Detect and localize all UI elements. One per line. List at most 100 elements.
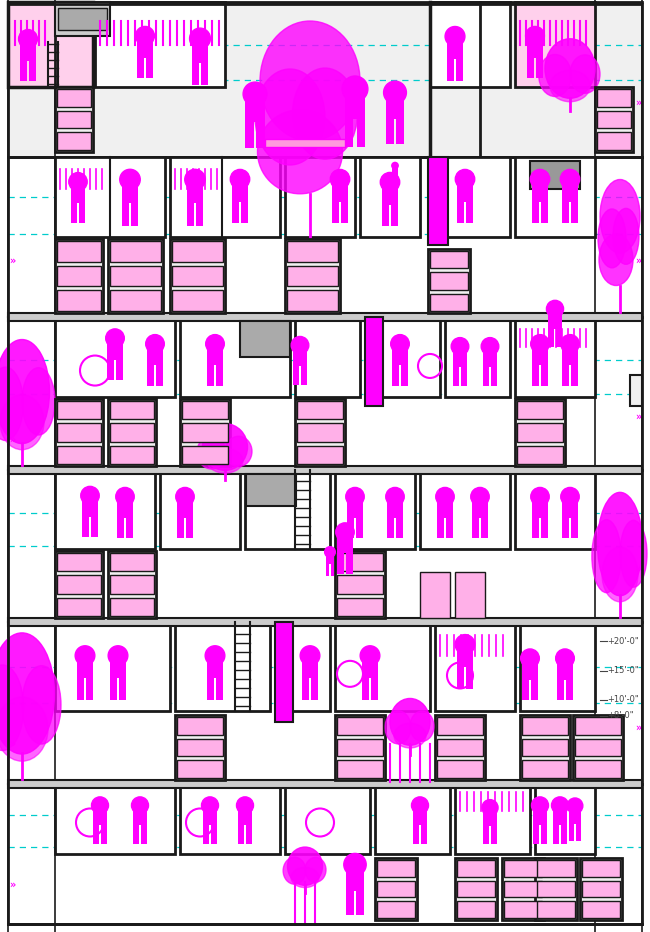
Ellipse shape <box>598 209 626 267</box>
Bar <box>335 622 430 711</box>
Bar <box>177 518 184 539</box>
Circle shape <box>300 646 320 665</box>
Bar <box>437 718 483 734</box>
Bar <box>311 678 318 700</box>
Bar <box>562 181 578 201</box>
Bar <box>455 572 485 618</box>
Bar <box>377 881 415 898</box>
Bar <box>182 445 228 464</box>
Ellipse shape <box>570 55 600 93</box>
Bar <box>548 310 562 329</box>
Bar <box>356 518 363 539</box>
Bar <box>445 317 510 396</box>
Bar <box>110 241 161 262</box>
Bar <box>532 201 539 223</box>
Bar <box>232 181 248 201</box>
Bar <box>517 445 563 464</box>
Ellipse shape <box>394 723 426 748</box>
Ellipse shape <box>257 110 343 194</box>
Bar <box>83 517 89 537</box>
Bar <box>401 365 408 386</box>
Bar <box>571 518 577 539</box>
Ellipse shape <box>255 69 325 165</box>
Bar <box>428 249 470 313</box>
Text: »: » <box>9 880 15 890</box>
Bar <box>360 157 420 237</box>
Bar <box>375 784 450 854</box>
Bar <box>532 181 548 201</box>
Circle shape <box>19 30 38 48</box>
Bar <box>107 360 114 380</box>
Bar <box>182 423 228 442</box>
Bar <box>437 761 483 778</box>
Bar <box>148 345 162 365</box>
Circle shape <box>136 26 155 46</box>
Bar <box>346 890 354 915</box>
Bar <box>332 181 348 201</box>
Bar <box>453 367 459 386</box>
Bar <box>520 622 595 711</box>
Bar <box>582 901 620 918</box>
Bar <box>110 401 154 419</box>
Bar <box>241 201 248 223</box>
Bar <box>110 445 154 464</box>
Bar <box>8 317 642 470</box>
Bar <box>537 881 575 898</box>
Circle shape <box>69 172 87 191</box>
Ellipse shape <box>203 424 248 471</box>
Bar <box>447 37 463 60</box>
Bar <box>548 329 554 348</box>
Ellipse shape <box>539 54 571 97</box>
Ellipse shape <box>599 234 633 285</box>
Bar <box>182 401 228 419</box>
Bar <box>8 2 93 88</box>
Bar <box>365 317 383 405</box>
Circle shape <box>547 300 564 318</box>
Bar <box>257 121 265 147</box>
Bar <box>597 132 631 150</box>
Circle shape <box>120 170 140 190</box>
Bar <box>532 365 539 386</box>
Bar <box>8 784 642 924</box>
Bar <box>348 518 354 539</box>
Bar <box>326 565 330 576</box>
Ellipse shape <box>225 436 252 467</box>
Bar <box>532 518 539 539</box>
Bar <box>571 201 578 223</box>
Bar <box>457 667 463 689</box>
Bar <box>57 575 101 594</box>
Ellipse shape <box>287 847 322 885</box>
Bar <box>293 347 307 365</box>
Bar <box>382 184 398 205</box>
Circle shape <box>108 646 128 665</box>
Bar <box>297 423 343 442</box>
Circle shape <box>455 170 474 189</box>
Bar <box>483 367 489 386</box>
Bar <box>177 718 223 734</box>
Circle shape <box>384 81 406 104</box>
Bar <box>391 205 398 226</box>
Bar <box>569 824 574 841</box>
Bar <box>413 825 419 843</box>
Bar <box>484 827 489 844</box>
Bar <box>180 317 290 396</box>
Text: +20'-0": +20'-0" <box>607 637 638 646</box>
Circle shape <box>392 162 398 169</box>
Bar <box>535 784 595 854</box>
Bar <box>573 715 623 780</box>
Circle shape <box>530 170 550 189</box>
Bar <box>110 575 154 594</box>
Circle shape <box>385 487 404 506</box>
Bar <box>118 518 124 539</box>
Bar <box>630 376 642 405</box>
Circle shape <box>532 797 549 814</box>
Bar <box>137 37 153 58</box>
Bar <box>216 678 223 700</box>
Circle shape <box>344 854 366 876</box>
Bar <box>110 423 154 442</box>
Bar <box>175 715 225 780</box>
Bar <box>456 60 463 81</box>
Ellipse shape <box>22 665 61 744</box>
Circle shape <box>551 797 569 814</box>
Bar <box>576 824 581 841</box>
